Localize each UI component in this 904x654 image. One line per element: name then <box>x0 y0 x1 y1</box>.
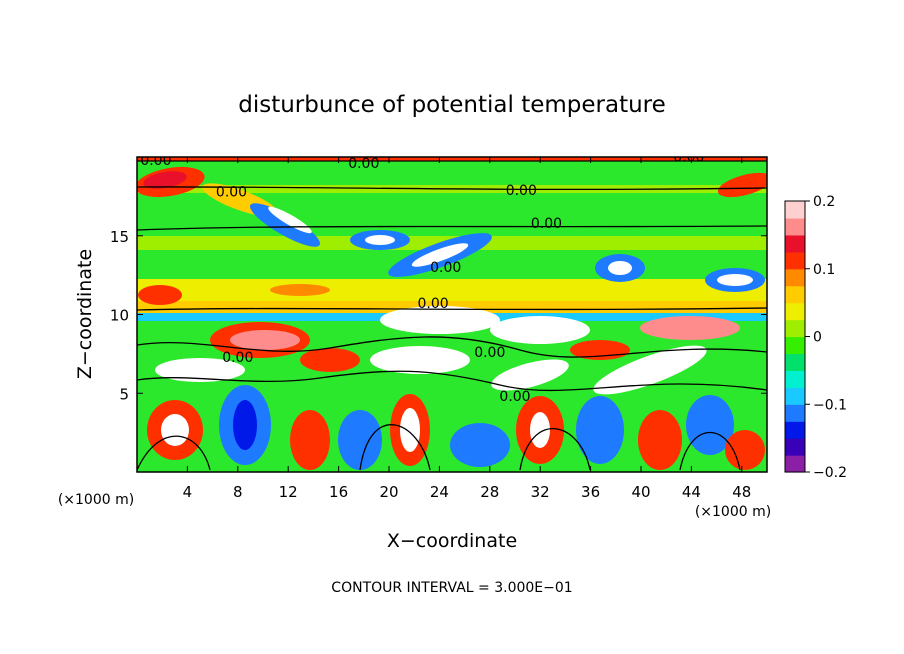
colorbar-cell <box>785 455 805 473</box>
field-patch <box>491 359 569 391</box>
contour-label: 0.00 <box>531 216 562 232</box>
contour-line <box>137 307 767 311</box>
field-band <box>137 157 767 161</box>
x-tick-label: 48 <box>732 483 751 501</box>
field-patch <box>230 330 300 350</box>
contour-label: 0.00 <box>430 260 461 276</box>
contour-line <box>137 186 767 191</box>
colorbar-cell <box>785 268 805 287</box>
field-band <box>137 279 767 301</box>
field-patch <box>270 284 330 296</box>
field-patch <box>450 423 510 467</box>
colorbar-cell <box>785 387 805 405</box>
chart-title: disturbunce of potential temperature <box>238 92 666 118</box>
y-tick-label: 5 <box>119 385 129 403</box>
field-patch <box>138 285 182 305</box>
contour-label: 0.00 <box>499 389 530 405</box>
colorbar-cell <box>785 302 805 321</box>
field-patch <box>717 172 767 198</box>
contour-label: 0.00 <box>673 150 704 166</box>
field-patch <box>576 396 624 464</box>
contour-label: 0.00 <box>418 296 449 312</box>
colorbar-tick-label: 0.1 <box>813 262 835 278</box>
colorbar-tick-label: −0.1 <box>813 397 847 413</box>
colorbar-tick-label: 0.2 <box>813 194 835 210</box>
contour-line <box>137 225 767 231</box>
colorbar: 0.2 0.1 0 −0.1 −0.2 <box>784 194 847 481</box>
contour-label: 0.00 <box>506 183 537 199</box>
field-patch <box>233 400 257 450</box>
contour-line <box>137 435 211 471</box>
x-tick-label: 8 <box>233 483 243 501</box>
contour-interval-note: CONTOUR INTERVAL = 3.000E−01 <box>331 580 572 596</box>
contour-line <box>137 336 767 358</box>
field-patch <box>400 408 420 452</box>
contour-line <box>137 370 767 392</box>
field-patch <box>250 203 320 247</box>
x-tick-label: 16 <box>329 483 348 501</box>
field-patch <box>490 316 590 344</box>
field-patch <box>155 358 245 382</box>
colorbar-cell <box>785 234 805 253</box>
x-tick-label: 24 <box>430 483 449 501</box>
x-tick-label: 36 <box>581 483 600 501</box>
contour-label: 0.00 <box>222 350 253 366</box>
contour-label: 0.00 <box>348 156 379 172</box>
field-patch <box>380 306 500 334</box>
colorbar-cell <box>785 353 805 371</box>
field-patch <box>143 171 187 189</box>
field-patch <box>640 316 740 340</box>
x-tick-label: 32 <box>531 483 550 501</box>
contour-line <box>359 424 431 471</box>
field-patch <box>290 410 330 470</box>
field-patch <box>593 345 707 395</box>
plot-area: 0.00 0.00 0.00 0.00 0.00 0.00 0.00 0.00 0.00 0.00… <box>110 150 768 501</box>
field-patch <box>530 412 550 448</box>
x-axis-label: X−coordinate <box>387 530 517 552</box>
colorbar-tick-label: −0.2 <box>813 465 847 481</box>
field-patch <box>608 261 632 275</box>
colorbar-cell <box>785 370 805 388</box>
x-unit-left: (×1000 m) <box>58 492 134 508</box>
field-patch <box>300 348 360 372</box>
y-axis-label: Z−coordinate <box>74 249 96 379</box>
colorbar-cell <box>785 201 805 219</box>
field-patch <box>411 243 469 267</box>
field-patch <box>338 410 382 470</box>
contour-label: 0.00 <box>474 345 505 361</box>
field-patch <box>717 274 753 286</box>
field-patch <box>365 235 395 245</box>
y-tick-label: 15 <box>110 228 129 246</box>
colorbar-cell <box>785 438 805 456</box>
contour-label: 0.00 <box>140 153 171 169</box>
x-tick-label: 40 <box>631 483 650 501</box>
colorbar-cell <box>785 319 805 338</box>
x-tick-label: 44 <box>682 483 701 501</box>
x-tick-label: 12 <box>279 483 298 501</box>
colorbar-cell <box>785 404 805 422</box>
colorbar-cell <box>785 285 805 304</box>
field-patch <box>370 346 470 374</box>
colorbar-cell <box>785 336 805 355</box>
x-tick-label: 28 <box>480 483 499 501</box>
field-patch <box>161 414 189 446</box>
x-tick-label: 20 <box>379 483 398 501</box>
contour-label: 0.00 <box>216 184 247 200</box>
field-patch <box>638 410 682 470</box>
x-tick-label: 4 <box>183 483 193 501</box>
y-tick-label: 10 <box>110 307 129 325</box>
colorbar-tick-label: 0 <box>813 330 822 346</box>
x-unit-right: (×1000 m) <box>695 504 771 520</box>
field-patch <box>686 395 734 455</box>
colorbar-cell <box>785 251 805 270</box>
contour-line <box>679 431 741 471</box>
field-patch <box>725 430 765 470</box>
contour-line <box>519 428 591 471</box>
colorbar-cell <box>785 217 805 236</box>
colorbar-cell <box>785 421 805 439</box>
